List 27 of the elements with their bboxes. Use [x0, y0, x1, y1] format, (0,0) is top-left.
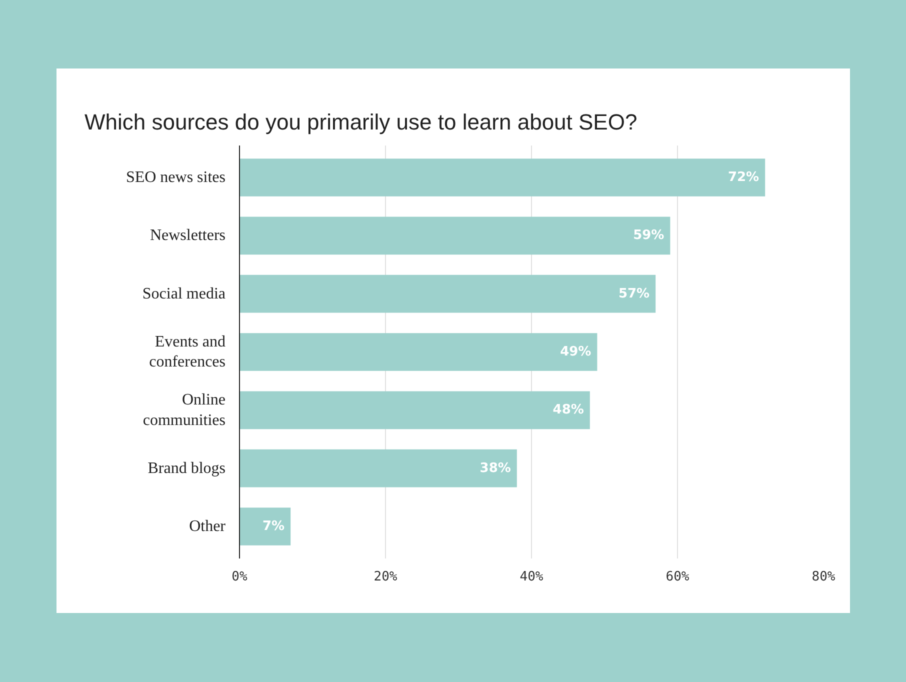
y-tick-label: Social media — [142, 285, 226, 302]
data-label: 72% — [728, 170, 760, 185]
y-tick-label: Newsletters — [150, 227, 226, 244]
y-tick-label: Online communities — [142, 391, 226, 429]
data-label: 57% — [618, 286, 650, 302]
data-label: 7% — [262, 519, 285, 534]
x-tick-label: 20% — [374, 570, 398, 584]
bar — [240, 274, 656, 313]
x-tick-label: 60% — [666, 570, 690, 584]
data-label: 49% — [560, 344, 592, 360]
data-label: 48% — [552, 402, 584, 418]
bar — [240, 391, 590, 430]
chart-title: Which sources do you primarily use to learn about SEO? — [84, 110, 638, 134]
bar — [240, 216, 670, 255]
bar — [240, 449, 517, 488]
bar — [240, 333, 598, 371]
data-label: 38% — [480, 460, 511, 476]
y-tick-label: Events and conferences — [149, 333, 226, 371]
data-label: 59% — [633, 228, 664, 244]
x-tick-label: 40% — [520, 570, 544, 584]
x-tick-label: 0% — [232, 570, 248, 584]
x-tick-label: 80% — [812, 570, 836, 584]
y-tick-label: SEO news sites — [126, 168, 226, 186]
bar — [240, 158, 766, 196]
y-tick-label: Brand blogs — [148, 460, 226, 477]
y-tick-label: Other — [189, 518, 226, 536]
bar — [240, 508, 291, 546]
